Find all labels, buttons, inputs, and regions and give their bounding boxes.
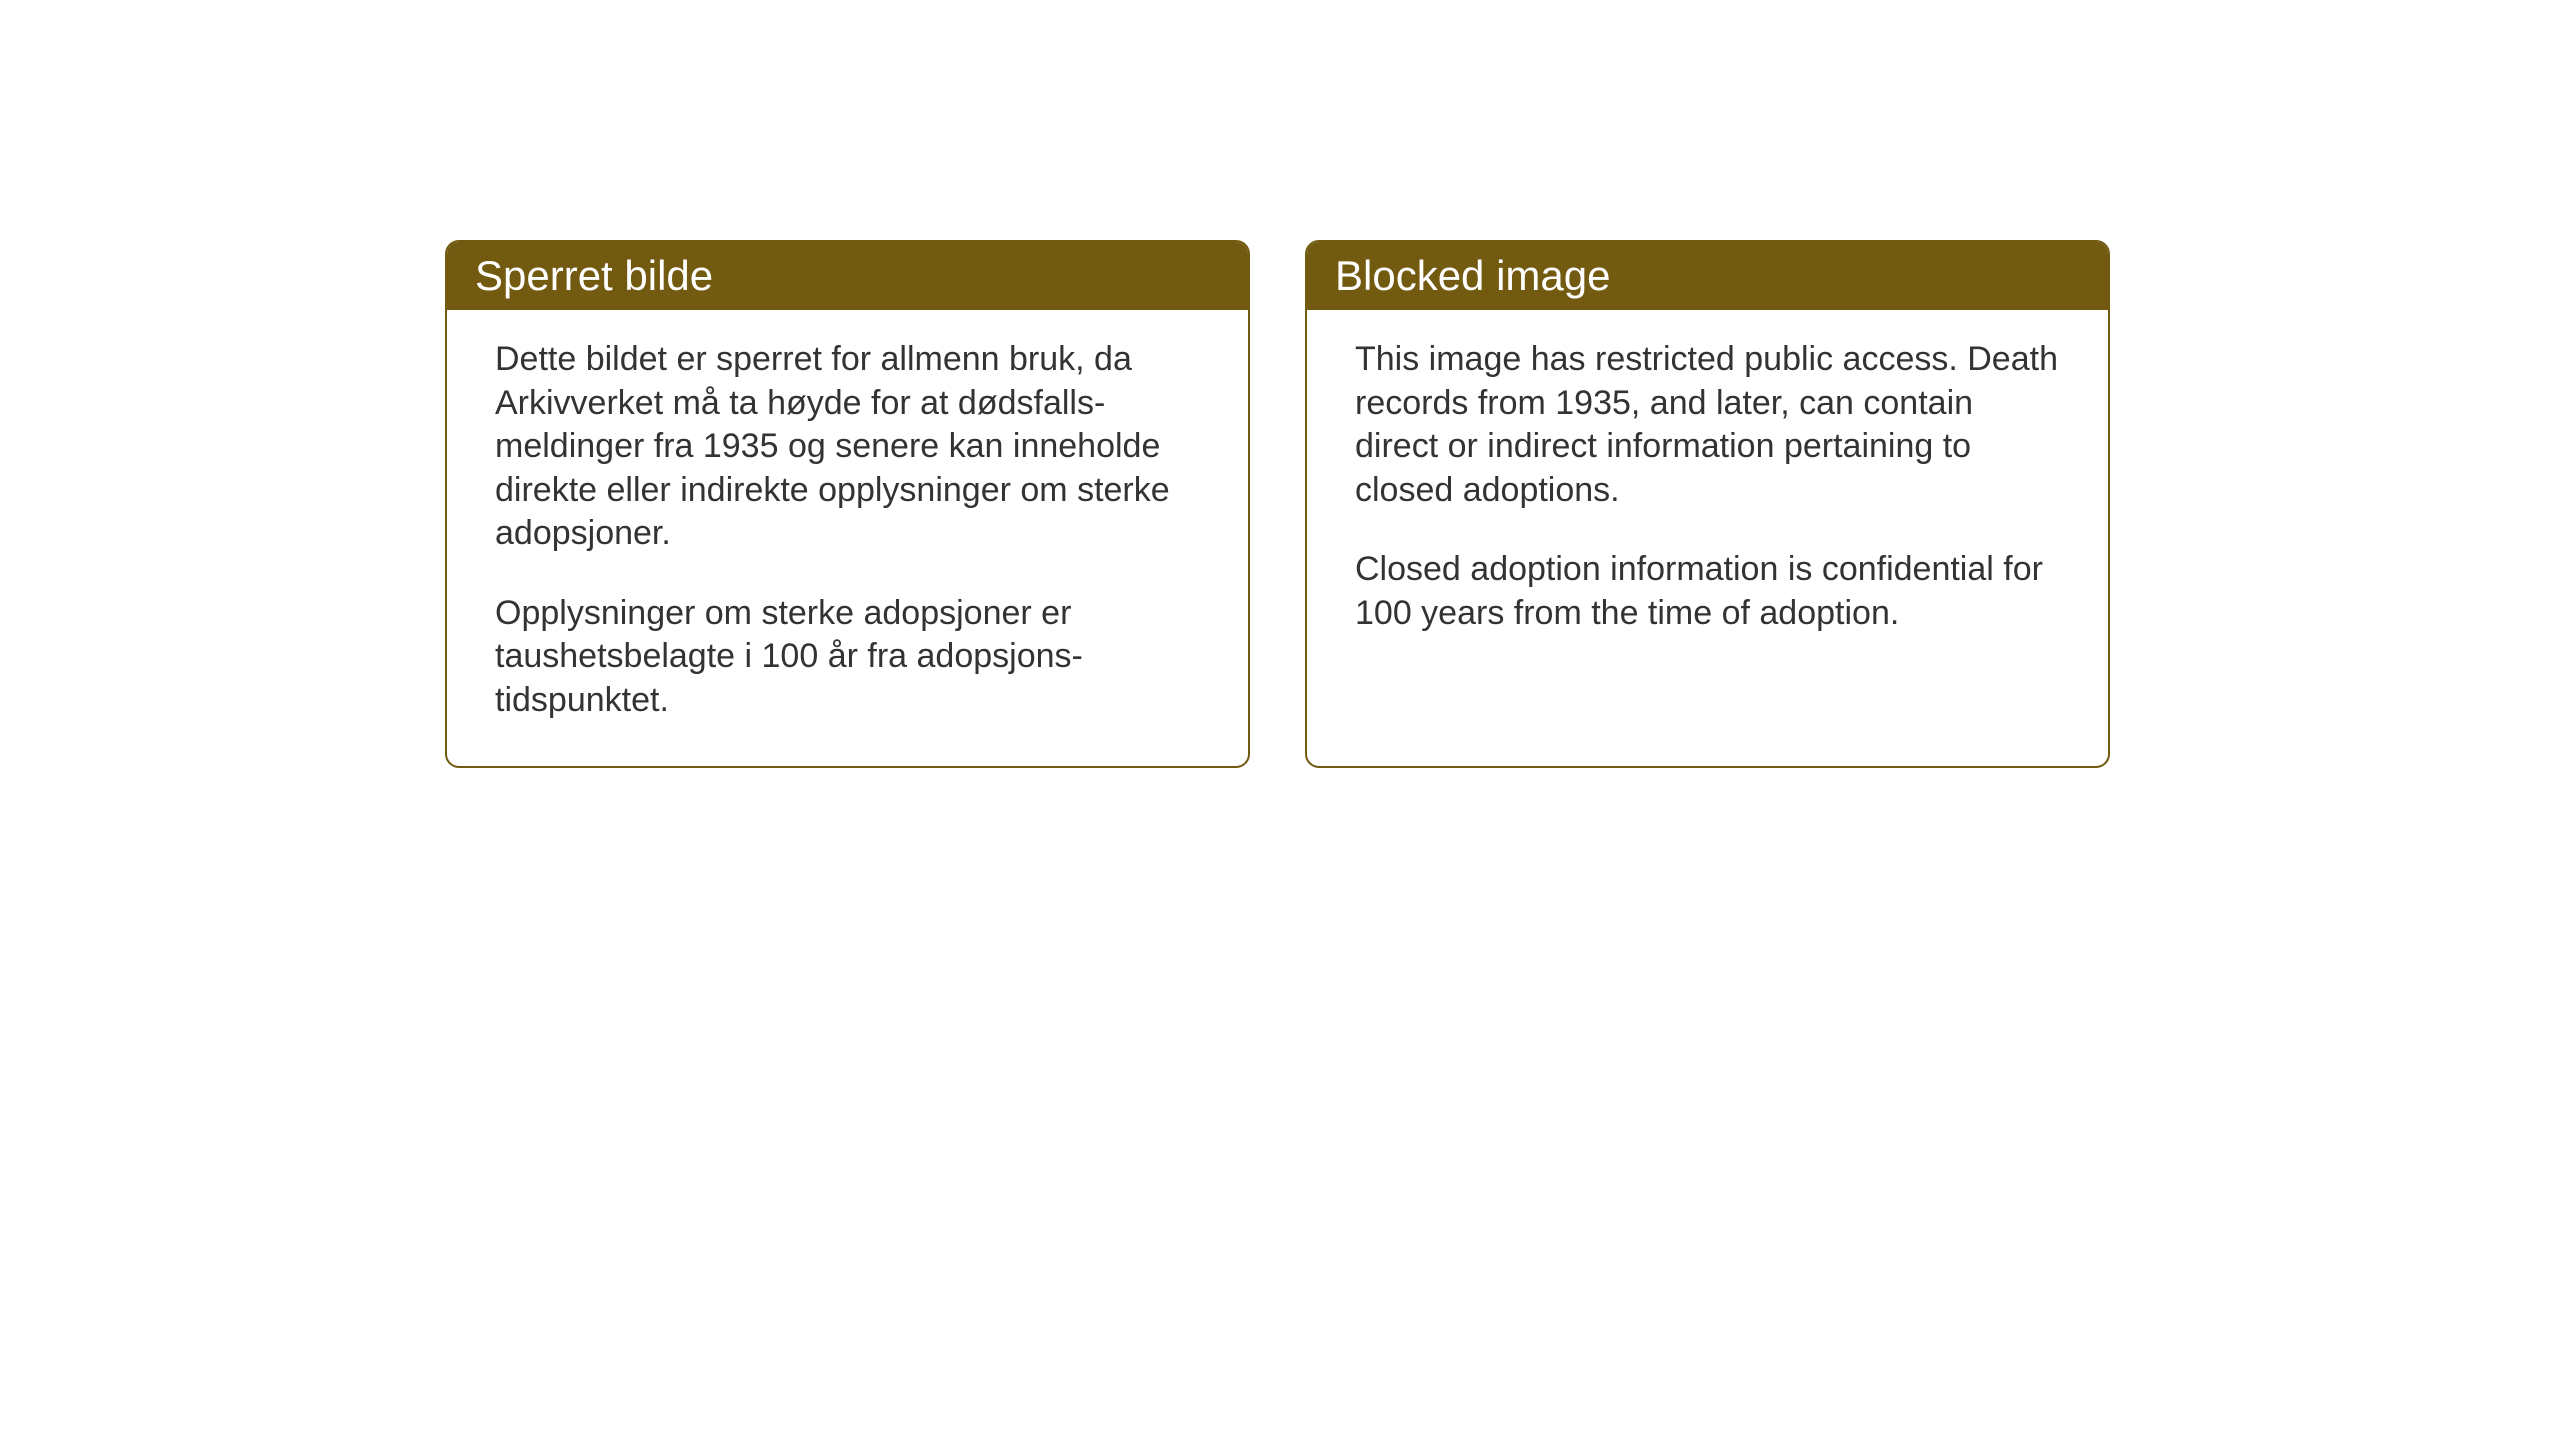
card-body-english: This image has restricted public access.… xyxy=(1307,310,2108,679)
card-title-english: Blocked image xyxy=(1335,252,1610,299)
notice-card-norwegian: Sperret bilde Dette bildet er sperret fo… xyxy=(445,240,1250,768)
notice-card-english: Blocked image This image has restricted … xyxy=(1305,240,2110,768)
card-paragraph-1-norwegian: Dette bildet er sperret for allmenn bruk… xyxy=(495,338,1200,556)
card-title-norwegian: Sperret bilde xyxy=(475,252,713,299)
notice-cards-container: Sperret bilde Dette bildet er sperret fo… xyxy=(445,240,2110,768)
card-body-norwegian: Dette bildet er sperret for allmenn bruk… xyxy=(447,310,1248,766)
card-header-norwegian: Sperret bilde xyxy=(447,242,1248,310)
card-paragraph-2-norwegian: Opplysninger om sterke adopsjoner er tau… xyxy=(495,592,1200,723)
card-paragraph-1-english: This image has restricted public access.… xyxy=(1355,338,2060,512)
card-paragraph-2-english: Closed adoption information is confident… xyxy=(1355,548,2060,635)
card-header-english: Blocked image xyxy=(1307,242,2108,310)
